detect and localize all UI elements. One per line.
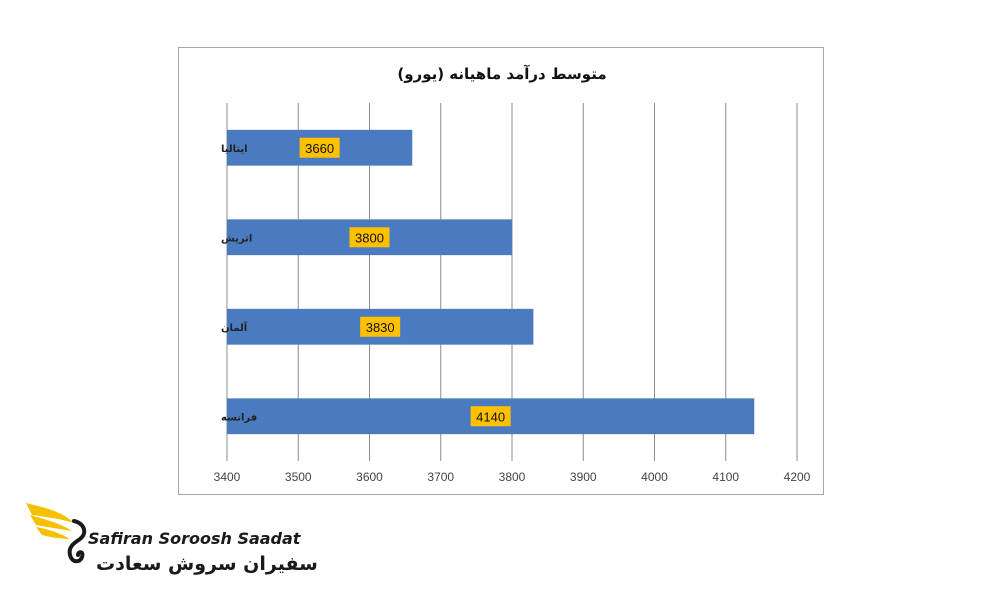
data-label-bg (349, 227, 390, 248)
x-tick-label: 3400 (214, 470, 241, 484)
category-label: فرانسه (221, 412, 257, 423)
bars (227, 129, 755, 435)
category-label: ایتالیا (221, 144, 248, 155)
x-tick-label: 3800 (499, 470, 526, 484)
chart-area: متوسط درآمد ماهیانه (یورو) 3660 3800 3830 4… (178, 47, 824, 495)
x-tick-labels: 3400 3500 3600 3700 3800 3900 4000 4100 4200 (214, 470, 811, 484)
data-label-bg (360, 316, 401, 337)
x-tick-label: 3600 (356, 470, 383, 484)
company-logo: Safiran Soroosh Saadat سفیران سروش سعادت (22, 497, 318, 587)
wing-logo-icon (26, 503, 87, 564)
brand-name-persian: سفیران سروش سعادت (96, 553, 318, 575)
data-label: 3660 (305, 141, 334, 156)
data-label-bg (299, 137, 340, 158)
data-label: 4140 (476, 409, 505, 424)
data-label: 3800 (355, 230, 384, 245)
bar-chart: متوسط درآمد ماهیانه (یورو) 3660 3800 3830 4… (214, 65, 811, 484)
x-tick-label: 4100 (712, 470, 739, 484)
x-tick-label: 4000 (641, 470, 668, 484)
x-tick-label: 3900 (570, 470, 597, 484)
data-label-bg (470, 406, 511, 427)
data-label: 3830 (366, 320, 395, 335)
data-labels: 3660 3800 3830 4140 (299, 137, 511, 427)
x-tick-label: 3500 (285, 470, 312, 484)
chart-title: متوسط درآمد ماهیانه (یورو) (397, 65, 606, 83)
category-label: آلمان (221, 321, 248, 334)
x-tick-label: 3700 (427, 470, 454, 484)
category-label: اتریش (221, 233, 252, 244)
x-tick-label: 4200 (784, 470, 811, 484)
category-labels: ایتالیا اتریش آلمان فرانسه (221, 144, 257, 424)
brand-name-english: Safiran Soroosh Saadat (88, 529, 301, 548)
